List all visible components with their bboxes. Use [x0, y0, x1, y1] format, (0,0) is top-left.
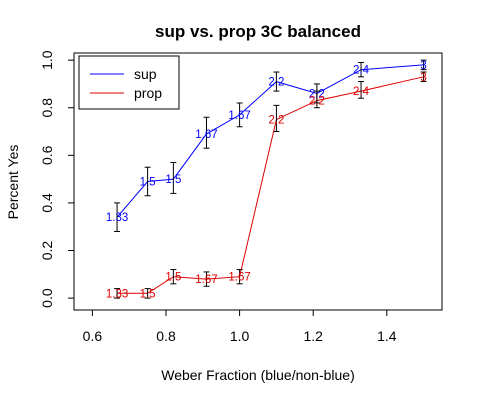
- error-bar: [358, 81, 365, 99]
- x-tick-label: 1.2: [303, 328, 323, 344]
- point-label: 1.67: [228, 110, 250, 122]
- y-tick-label: 0.4: [39, 193, 55, 213]
- y-tick-label: 0.6: [39, 145, 55, 165]
- error-bar: [273, 104, 280, 133]
- plot-frame: [73, 52, 443, 311]
- error-bar: [114, 202, 121, 232]
- point-label: 3: [420, 72, 426, 84]
- y-tick-label: 0.2: [39, 241, 55, 261]
- legend: sup prop: [78, 55, 180, 110]
- point-label: 1.33: [106, 212, 128, 224]
- point-label: 2.4: [353, 65, 370, 77]
- point-label: 1.33: [106, 288, 128, 300]
- point-label: 3: [420, 60, 426, 72]
- y-tick-label: 1.0: [39, 50, 55, 70]
- point-label: 2.2: [309, 96, 325, 108]
- error-bar: [273, 71, 280, 92]
- y-tick-label: 0.8: [39, 98, 55, 118]
- x-tick-label: 1.0: [230, 328, 250, 344]
- point-label: 1.5: [140, 288, 156, 300]
- point-label: 1.5: [165, 272, 181, 284]
- error-bar: [203, 271, 210, 287]
- series-layer: 1.33 1.5 1.5 1.67 1.67 2.2 2.2 2.4 3 1.33 1.5 1.5 1.…: [106, 59, 427, 300]
- error-bar: [420, 59, 427, 71]
- error-bar: [144, 166, 151, 197]
- legend-label-sup: sup: [134, 66, 157, 82]
- point-label: 1.67: [195, 129, 217, 141]
- legend-box: [78, 55, 180, 110]
- x-axis-title: Weber Fraction (blue/non-blue): [161, 367, 355, 383]
- point-label: 2.2: [268, 115, 284, 127]
- error-bar: [170, 161, 177, 194]
- legend-label-prop: prop: [134, 85, 162, 101]
- x-tick-label: 0.8: [156, 328, 176, 344]
- point-label: 1.5: [140, 177, 156, 189]
- error-bar: [420, 71, 427, 83]
- y-tick-label: 0.0: [39, 288, 55, 308]
- point-label: 1.67: [228, 272, 250, 284]
- error-bar: [236, 269, 243, 285]
- chart-title: sup vs. prop 3C balanced: [155, 22, 361, 41]
- error-bar: [170, 269, 177, 285]
- error-bar: [203, 116, 210, 149]
- error-bar: [236, 102, 243, 128]
- point-label: 1.67: [195, 274, 217, 286]
- error-bar: [358, 62, 365, 78]
- x-tick-label: 1.4: [377, 328, 397, 344]
- error-bar: [114, 288, 121, 299]
- x-tick-label: 0.6: [83, 328, 103, 344]
- point-label: 2.4: [353, 86, 370, 98]
- y-axis: 0.0 0.2 0.4 0.6 0.8 1.0: [39, 50, 74, 308]
- y-axis-title: Percent Yes: [5, 145, 21, 220]
- point-label: 2.2: [268, 77, 284, 89]
- point-label: 1.5: [165, 174, 181, 186]
- error-bar: [144, 288, 151, 299]
- x-axis: 0.6 0.8 1.0 1.2 1.4: [83, 310, 397, 344]
- error-bar: [313, 90, 320, 109]
